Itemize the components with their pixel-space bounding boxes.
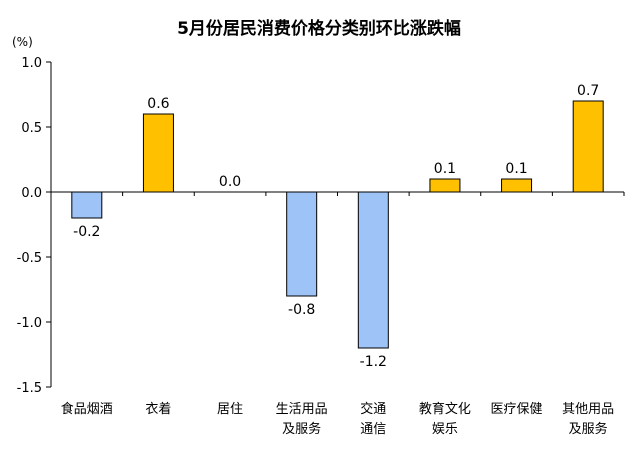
- data-label: 0.1: [434, 161, 456, 177]
- y-tick-label: -0.5: [17, 251, 42, 266]
- x-tick-label: 食品烟酒: [61, 401, 113, 417]
- x-tick-label: 医疗保健: [491, 402, 543, 417]
- bar: [142, 113, 174, 193]
- data-label: 0.0: [219, 174, 241, 190]
- chart-title: 5月份居民消费价格分类别环比涨跌幅: [177, 18, 461, 39]
- bar: [572, 100, 604, 193]
- x-tick-label: 居住: [217, 402, 243, 417]
- data-label: 0.7: [577, 83, 599, 99]
- bar: [501, 178, 533, 193]
- y-tick-label: 1.0: [21, 56, 42, 71]
- bar: [429, 178, 461, 193]
- data-label: -0.2: [73, 224, 100, 240]
- x-axis-labels: 食品烟酒 衣着 居住 生活用品及服务 交通通信 教育文化娱乐 医疗保健 其他用品及服务: [61, 401, 614, 437]
- data-labels: -0.2 0.6 0.0 -0.8 -1.2 0.1 0.1 0.7: [73, 83, 599, 370]
- x-tick-label: 交通通信: [360, 401, 386, 437]
- data-label: -1.2: [360, 354, 387, 370]
- x-tick-label: 教育文化娱乐: [419, 401, 471, 437]
- y-tick-label: 0.0: [21, 186, 42, 201]
- data-label: 0.1: [505, 161, 527, 177]
- bar: [286, 191, 318, 297]
- y-tick-label: -1.5: [17, 381, 42, 396]
- axes: 1.0 0.5 0.0 -0.5 -1.0 -1.5: [17, 56, 625, 396]
- x-tick-label: 其他用品及服务: [562, 402, 614, 437]
- y-tick-label: 0.5: [21, 121, 42, 136]
- bar: [71, 191, 103, 219]
- y-unit-label: (%): [12, 35, 33, 49]
- x-tick-label: 衣着: [145, 401, 171, 417]
- x-tick-label: 生活用品及服务: [276, 402, 328, 437]
- y-tick-label: -1.0: [17, 316, 42, 331]
- bar: [357, 191, 389, 349]
- data-label: -0.8: [288, 302, 315, 318]
- bars: [71, 100, 604, 349]
- data-label: 0.6: [147, 96, 169, 112]
